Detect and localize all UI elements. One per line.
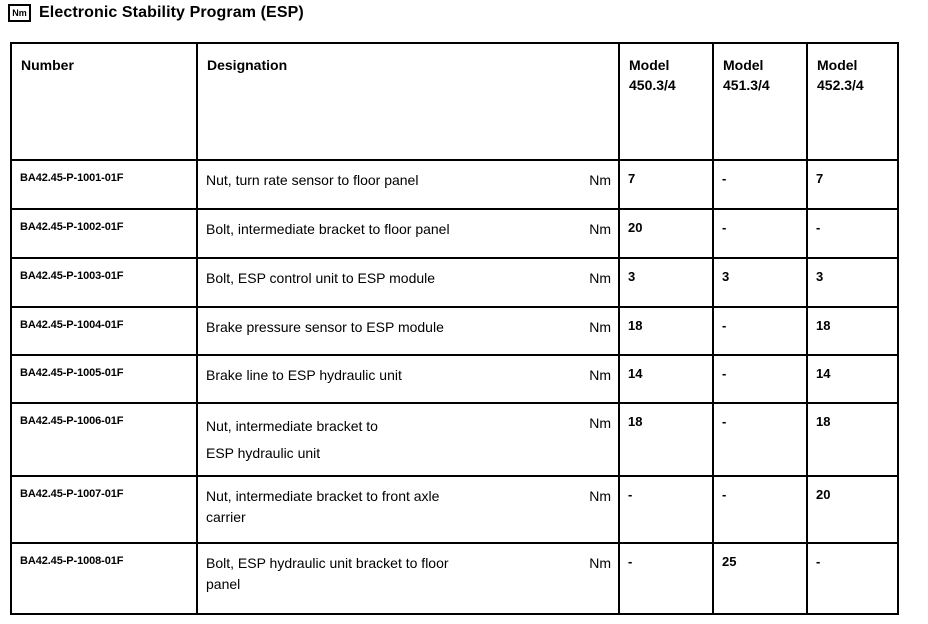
value-model-450: 14 [618,354,714,404]
value-model-451: - [712,306,808,356]
unit-label: Nm [589,367,611,383]
value-model-452: 18 [806,306,899,356]
designation-text: Bolt, intermediate bracket to floor pane… [206,221,450,237]
torque-spec-table: Number Designation Model 450.3/4 Model 4… [10,42,899,615]
designation-cell: Bolt, ESP hydraulic unit bracket to floo… [196,542,620,615]
part-number: BA42.45-P-1004-01F [10,306,198,356]
value-model-452: 18 [806,402,899,477]
column-header-model-452: Model 452.3/4 [806,42,899,161]
part-number: BA42.45-P-1008-01F [10,542,198,615]
page-title: Electronic Stability Program (ESP) [39,4,304,21]
designation-text: Brake pressure sensor to ESP module [206,319,444,335]
value-model-452: - [806,542,899,615]
value-model-450: - [618,475,714,544]
value-model-450: 7 [618,159,714,210]
designation-text: Nut, intermediate bracket to front axle … [206,488,440,525]
part-number: BA42.45-P-1005-01F [10,354,198,404]
value-model-450: 18 [618,306,714,356]
part-number: BA42.45-P-1006-01F [10,402,198,477]
column-header-designation: Designation [196,42,620,161]
value-model-452: - [806,208,899,259]
value-model-450: 20 [618,208,714,259]
column-header-number: Number [10,42,198,161]
value-model-450: 18 [618,402,714,477]
value-model-451: - [712,208,808,259]
designation-text: Bolt, ESP hydraulic unit bracket to floo… [206,555,449,592]
table-row: BA42.45-P-1002-01F Bolt, intermediate br… [10,208,899,259]
unit-label: Nm [589,319,611,335]
unit-label: Nm [589,415,611,431]
part-number: BA42.45-P-1003-01F [10,257,198,308]
value-model-451: - [712,475,808,544]
value-model-452: 3 [806,257,899,308]
designation-text: Bolt, ESP control unit to ESP module [206,270,436,286]
designation-cell: Bolt, intermediate bracket to floor pane… [196,208,620,259]
value-model-452: 14 [806,354,899,404]
designation-cell: Brake line to ESP hydraulic unit Nm [196,354,620,404]
unit-label: Nm [589,488,611,504]
designation-text: Nut, turn rate sensor to floor panel [206,172,419,188]
part-number: BA42.45-P-1002-01F [10,208,198,259]
designation-cell: Nut, intermediate bracket to ESP hydraul… [196,402,620,477]
table-row: BA42.45-P-1003-01F Bolt, ESP control uni… [10,257,899,308]
part-number: BA42.45-P-1001-01F [10,159,198,210]
value-model-450: - [618,542,714,615]
document-header: Nm Electronic Stability Program (ESP) [8,4,304,22]
designation-cell: Nut, intermediate bracket to front axle … [196,475,620,544]
unit-label: Nm [589,221,611,237]
value-model-450: 3 [618,257,714,308]
column-header-model-451: Model 451.3/4 [712,42,808,161]
value-model-452: 7 [806,159,899,210]
designation-cell: Bolt, ESP control unit to ESP module Nm [196,257,620,308]
part-number: BA42.45-P-1007-01F [10,475,198,544]
unit-label: Nm [589,172,611,188]
table-row: BA42.45-P-1007-01F Nut, intermediate bra… [10,475,899,544]
table-row: BA42.45-P-1008-01F Bolt, ESP hydraulic u… [10,542,899,615]
value-model-451: 3 [712,257,808,308]
nm-torque-icon: Nm [8,4,31,22]
table-header-row: Number Designation Model 450.3/4 Model 4… [10,42,899,161]
table-row: BA42.45-P-1004-01F Brake pressure sensor… [10,306,899,356]
unit-label: Nm [589,555,611,571]
table-row: BA42.45-P-1006-01F Nut, intermediate bra… [10,402,899,477]
designation-text: Brake line to ESP hydraulic unit [206,367,402,383]
designation-cell: Brake pressure sensor to ESP module Nm [196,306,620,356]
designation-text: Nut, intermediate bracket to ESP hydraul… [206,418,378,461]
value-model-451: - [712,354,808,404]
value-model-451: - [712,402,808,477]
value-model-451: 25 [712,542,808,615]
value-model-451: - [712,159,808,210]
unit-label: Nm [589,270,611,286]
table-row: BA42.45-P-1005-01F Brake line to ESP hyd… [10,354,899,404]
column-header-model-450: Model 450.3/4 [618,42,714,161]
value-model-452: 20 [806,475,899,544]
table-row: BA42.45-P-1001-01F Nut, turn rate sensor… [10,159,899,210]
designation-cell: Nut, turn rate sensor to floor panel Nm [196,159,620,210]
